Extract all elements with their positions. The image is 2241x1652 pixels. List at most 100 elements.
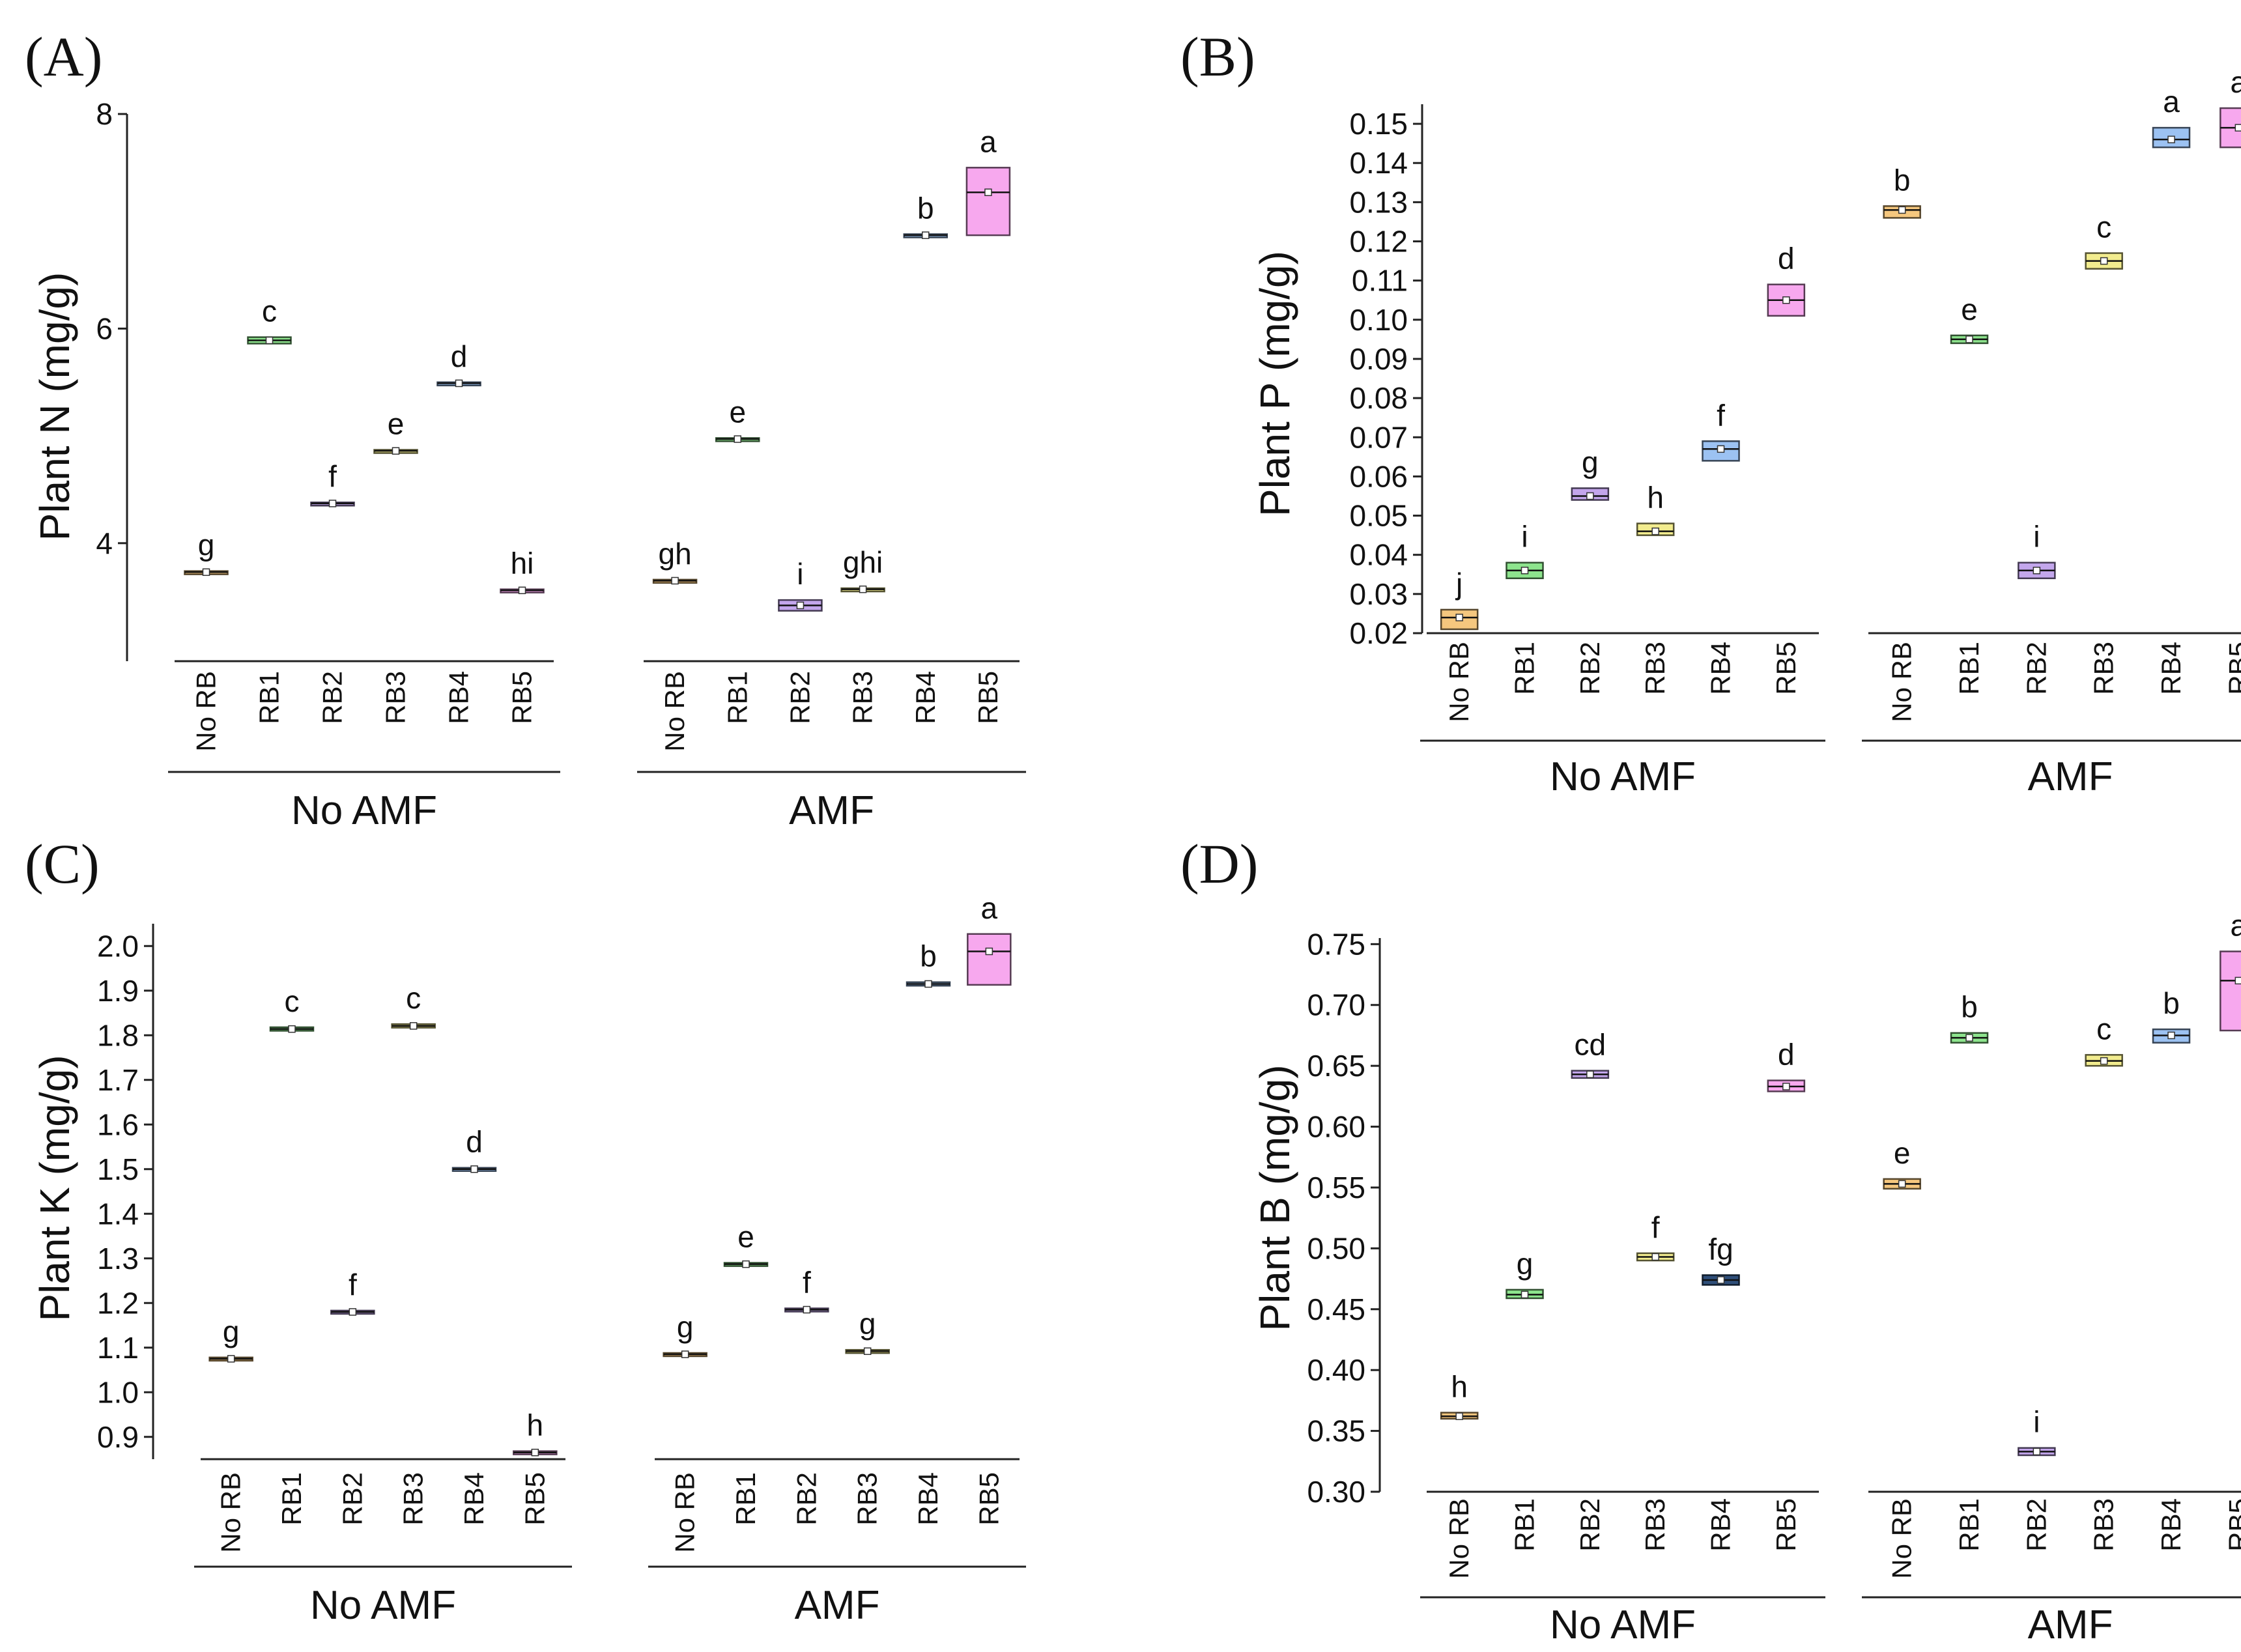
mean-marker (1965, 335, 1973, 343)
mean-marker (863, 1347, 872, 1355)
significance-letter: b (1961, 990, 1978, 1024)
category-label: RB2 (1575, 1498, 1605, 1552)
panel-d: (D) Plant B (mg/g) 0.30 0.35 0.40 0.45 0.50 0.5… (1180, 833, 2241, 1647)
significance-letter: g (223, 1315, 240, 1348)
category-label: RB2 (317, 671, 348, 724)
y-tick-label: 1.3 (97, 1242, 139, 1275)
significance-letter: ghi (843, 545, 883, 579)
significance-letter: c (285, 984, 300, 1018)
mean-marker (1898, 1180, 1906, 1188)
mean-marker (2033, 1447, 2041, 1456)
category-label: RB5 (973, 1472, 1004, 1526)
mean-marker (734, 435, 741, 443)
significance-letter: i (797, 557, 803, 591)
category-label: RB1 (276, 1472, 307, 1526)
y-tick-label: 0.30 (1307, 1475, 1365, 1509)
category-label: RB4 (2156, 1498, 2186, 1552)
panel-label: (D) (1180, 833, 1258, 895)
y-tick-label: 0.05 (1349, 499, 1408, 533)
y-tick-label: 1.5 (97, 1152, 139, 1186)
y-tick-label: 0.11 (1352, 264, 1408, 298)
category-label: RB1 (730, 1472, 761, 1526)
category-label: RB4 (1706, 642, 1736, 695)
mean-marker (859, 585, 867, 593)
y-tick-label: 1.9 (97, 974, 139, 1008)
y-axis-label: Plant N (mg/g) (31, 272, 78, 541)
significance-letter: cd (1575, 1028, 1606, 1062)
category-label: No RB (1887, 1498, 1917, 1579)
category-label: RB4 (1706, 1498, 1736, 1552)
y-tick-label: 4 (96, 526, 113, 560)
significance-letter: c (406, 981, 421, 1015)
y-tick-label: 0.09 (1349, 342, 1408, 376)
mean-marker (2167, 135, 2175, 143)
mean-marker (265, 336, 274, 345)
mean-marker (2100, 1057, 2108, 1065)
y-tick-label: 0.14 (1349, 146, 1408, 180)
category-label: No RB (1444, 1498, 1474, 1579)
mean-marker (1651, 527, 1659, 535)
category-label: RB4 (913, 1472, 943, 1526)
box-amf-rb5 (2220, 950, 2241, 1032)
significance-letter: d (466, 1125, 483, 1159)
mean-marker (227, 1355, 235, 1363)
group-label: AMF (2028, 1602, 2113, 1647)
y-tick-label: 8 (96, 97, 113, 131)
category-label: RB5 (973, 671, 1003, 724)
significance-letter: f (328, 459, 337, 493)
category-label: No RB (191, 671, 221, 752)
group-label: AMF (2028, 754, 2113, 799)
category-label: RB2 (337, 1472, 367, 1526)
significance-letter: i (2033, 1405, 2040, 1439)
significance-letter: c (2096, 210, 2111, 244)
mean-marker (1586, 492, 1594, 500)
mean-marker (349, 1308, 357, 1316)
y-tick-label: 0.06 (1349, 459, 1408, 493)
significance-letter: g (1517, 1247, 1534, 1281)
y-tick-label: 0.07 (1349, 420, 1408, 454)
mean-marker (1455, 614, 1463, 621)
significance-letter: fg (1708, 1232, 1733, 1266)
mean-marker (742, 1260, 750, 1268)
y-tick-label: 1.0 (97, 1375, 139, 1409)
category-label: RB5 (1771, 642, 1801, 695)
y-tick-label: 0.55 (1307, 1171, 1365, 1204)
category-label: RB4 (444, 671, 474, 724)
significance-letter: h (527, 1408, 544, 1442)
panel-c: (C) Plant K (mg/g) 0.9 1.0 1.1 1.2 1.3 1.4 1.5 1.… (25, 833, 1026, 1628)
mean-marker (1782, 296, 1790, 304)
significance-letter: e (388, 407, 405, 441)
category-label: RB2 (2021, 642, 2051, 695)
mean-marker (1520, 567, 1529, 575)
category-label: RB1 (722, 671, 752, 724)
box-amf-rb5 (965, 167, 1011, 236)
group-label: No AMF (291, 788, 437, 833)
significance-letter: d (1778, 1038, 1795, 1072)
category-label: RB5 (507, 671, 537, 724)
y-tick-label: 0.60 (1307, 1110, 1365, 1144)
y-tick-label: 1.8 (97, 1018, 139, 1052)
y-axis-label: Plant P (mg/g) (1251, 251, 1298, 517)
category-label: RB4 (910, 671, 941, 724)
mean-marker (202, 568, 210, 577)
y-tick-label: 1.6 (97, 1107, 139, 1141)
box-no-amf-rb4 (1702, 440, 1740, 462)
significance-letter: f (1717, 398, 1725, 432)
mean-marker (470, 1165, 478, 1173)
category-label: RB3 (398, 1472, 429, 1526)
panel-a: (A) Plant N (mg/g) 4 6 8 g No RB c RB1 f RB2 e RB3 d R… (25, 25, 1026, 833)
significance-letter: e (737, 1220, 754, 1254)
group-label: No AMF (310, 1583, 456, 1628)
significance-letter: d (1778, 242, 1795, 276)
y-tick-label: 0.75 (1307, 927, 1365, 961)
mean-marker (796, 601, 805, 610)
category-label: No RB (1444, 642, 1474, 722)
mean-marker (455, 379, 463, 388)
mean-marker (531, 1448, 539, 1457)
group-label: No AMF (1550, 754, 1696, 799)
y-tick-label: 1.7 (97, 1063, 139, 1097)
y-tick-label: 0.65 (1307, 1049, 1365, 1083)
significance-letter: a (2231, 909, 2241, 943)
panel-label: (B) (1180, 25, 1255, 88)
